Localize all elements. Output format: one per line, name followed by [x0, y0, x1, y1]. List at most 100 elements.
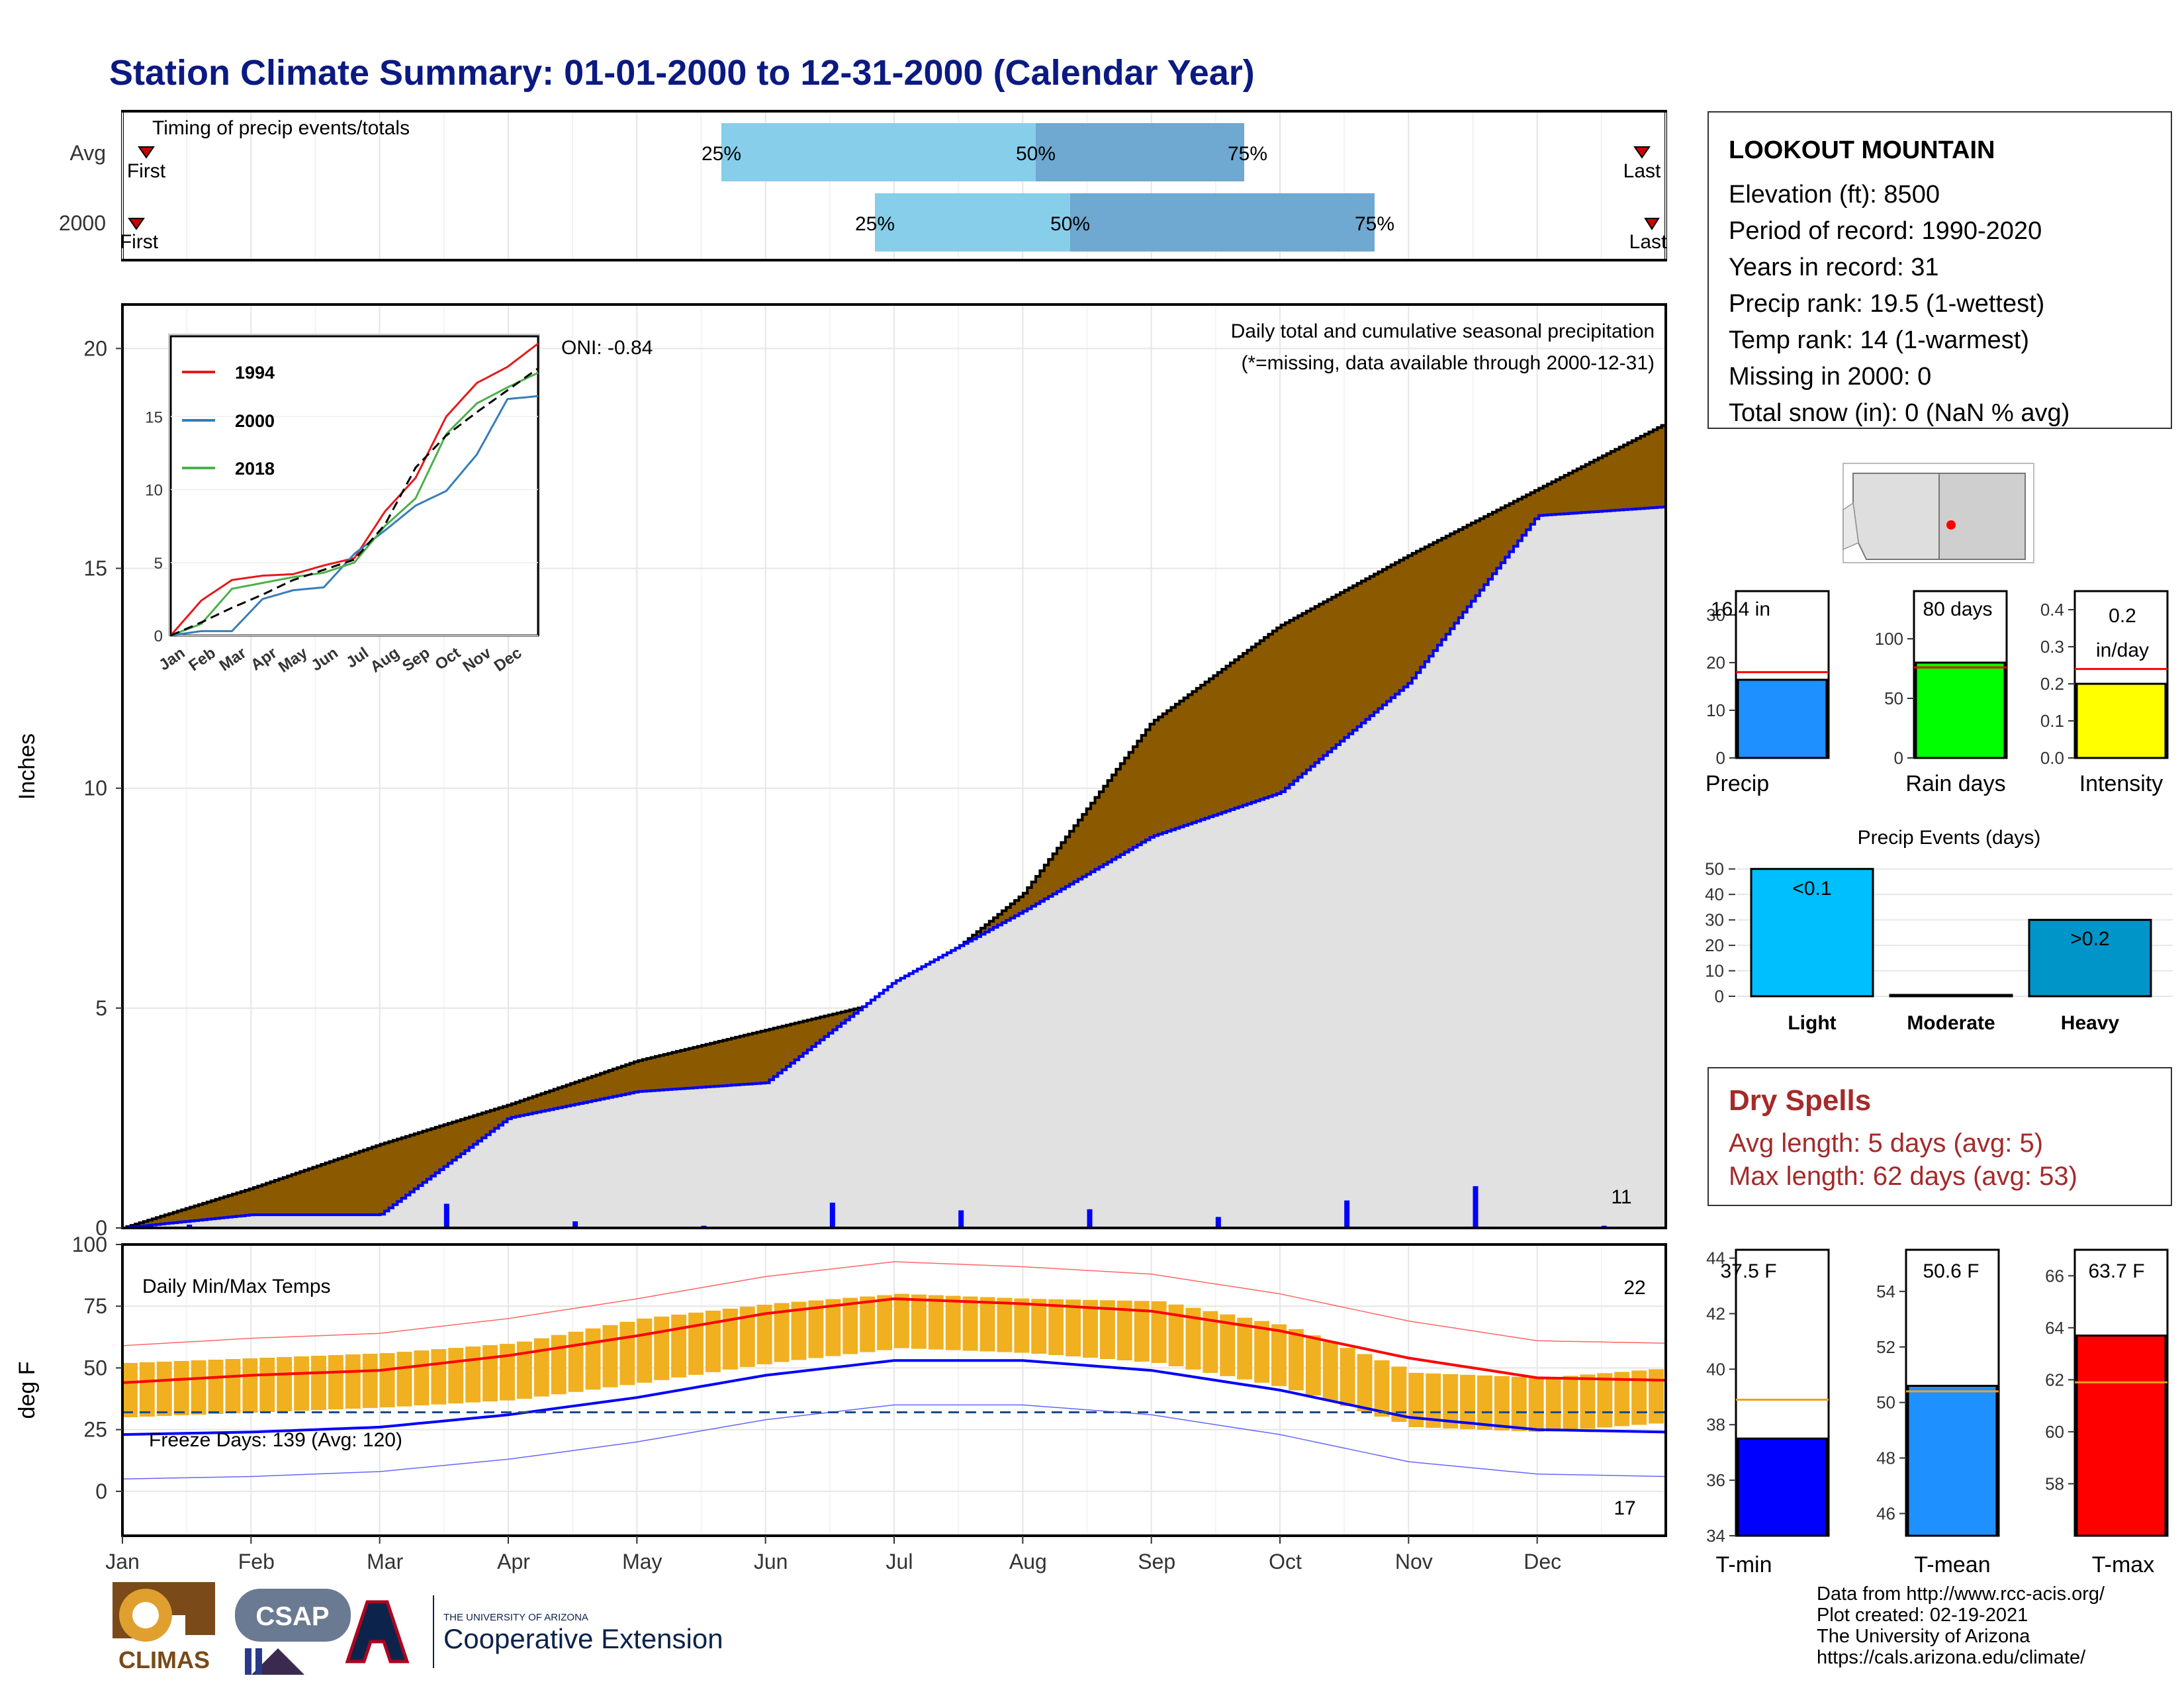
precip-panel-subtitle: (*=missing, data available through 2000-… — [1241, 352, 1655, 374]
ua-logo: THE UNIVERSITY OF ARIZONA Cooperative Ex… — [345, 1595, 723, 1668]
inset-line-2018 — [170, 371, 539, 637]
daily-temp-range-bar — [345, 1354, 361, 1409]
month-label: Sep — [1138, 1550, 1175, 1573]
daily-temp-range-bar — [791, 1301, 807, 1360]
daily-temp-range-bar — [860, 1296, 876, 1352]
daily-temp-range-bar — [1014, 1298, 1030, 1353]
daily-temp-range-bar — [1322, 1341, 1338, 1401]
raindays-bar-value: 80 days — [1923, 598, 1992, 620]
tmean-label: T-mean — [1914, 1552, 1990, 1577]
dry-spells-box: Dry Spells Avg length: 5 days (avg: 5) M… — [1707, 1067, 2172, 1206]
station-years: Years in record: 31 — [1729, 254, 1939, 281]
daily-temp-range-bar — [1203, 1311, 1218, 1373]
daily-temp-range-bar — [242, 1358, 258, 1413]
precip-events-chart: Precip Events (days) 0 10 20 30 40 50 Light M… — [1705, 827, 2173, 1034]
daily-temp-range-bar — [1099, 1300, 1115, 1360]
daily-temp-range-bar — [259, 1358, 275, 1413]
daily-temp-range-bar — [294, 1356, 310, 1411]
daily-temp-range-bar — [979, 1297, 995, 1352]
avg-last-label: Last — [1623, 160, 1661, 182]
daily-temp-range-bar — [1151, 1301, 1167, 1363]
daily-temp-range-bar — [722, 1308, 738, 1370]
month-label: May — [622, 1550, 662, 1573]
daily-temp-range-bar — [1580, 1374, 1596, 1429]
record-max-line — [122, 1261, 1666, 1346]
month-label: Dec — [1524, 1550, 1561, 1573]
temp-bar-tick-label: 58 — [2045, 1474, 2064, 1493]
daily-temp-range-bar — [585, 1328, 601, 1390]
avg-first-label: First — [127, 160, 166, 182]
daily-temp-range-bar — [1511, 1376, 1527, 1431]
yr-first-marker — [128, 218, 145, 230]
events-bar-light — [1750, 868, 1874, 998]
events-ytick-label: 30 — [1705, 910, 1724, 930]
daily-temp-range-bar — [1649, 1369, 1664, 1424]
daily-temp-range-bar — [1477, 1375, 1492, 1430]
tmean-value: 50.6 F — [1923, 1260, 1979, 1282]
legend-2000-label: 2000 — [235, 411, 275, 431]
station-precip-rank: Precip rank: 19.5 (1-wettest) — [1729, 290, 2045, 318]
yr-last-label: Last — [1629, 231, 1667, 253]
station-info-box: LOOKOUT MOUNTAIN Elevation (ft): 8500 Pe… — [1707, 111, 2172, 429]
precip-count-label: 11 — [1611, 1186, 1631, 1208]
credit-line-1: Data from http://www.rcc-acis.org/ — [1817, 1583, 2105, 1605]
events-ytick-label: 10 — [1705, 961, 1724, 981]
mini-bar-tick-label: 0.1 — [2040, 711, 2064, 731]
inset-line-2000 — [170, 395, 539, 637]
events-bar-heavy — [2028, 919, 2152, 998]
daily-temp-range-bar — [1048, 1299, 1064, 1356]
daily-temp-range-bar — [1460, 1374, 1475, 1429]
mini-bar-tick-label: 0.4 — [2040, 600, 2064, 620]
mini-bar-value — [1737, 679, 1828, 759]
month-label: Aug — [1009, 1550, 1047, 1573]
daily-temp-range-bar — [1254, 1321, 1270, 1383]
daily-temp-range-bar — [705, 1310, 721, 1372]
legend-1994-label: 1994 — [235, 363, 275, 383]
mini-bar-tick-label: 50 — [1884, 688, 1903, 708]
temp-ytick-label: 25 — [83, 1418, 107, 1442]
mini-bar-tick-label: 30 — [1706, 605, 1725, 625]
daily-temp-range-bar — [379, 1353, 395, 1408]
daily-precip-bar — [1344, 1200, 1350, 1228]
page-title: Station Climate Summary: 01-01-2000 to 1… — [109, 53, 1255, 93]
mini-bar-value — [2075, 682, 2167, 759]
daily-temp-range-bar — [1597, 1373, 1613, 1428]
temp-bar-value — [2075, 1335, 2167, 1537]
temp-ylabel: deg F — [15, 1362, 40, 1419]
daily-temp-range-bar — [1168, 1304, 1184, 1366]
daily-temp-range-bar — [654, 1316, 670, 1380]
yr-last-marker — [1644, 218, 1660, 230]
credit-line-3: The University of Arizona — [1817, 1626, 2030, 1647]
hot-count-label: 22 — [1623, 1277, 1645, 1299]
temp-bar-value — [1737, 1437, 1828, 1537]
station-snow: Total snow (in): 0 (NaN % avg) — [1729, 399, 2070, 427]
temp-bar-tick-label: 50 — [1876, 1393, 1895, 1413]
timing-panel: Timing of precip events/totals Avg 2000 … — [59, 110, 1667, 261]
daily-temp-range-bar — [671, 1314, 687, 1378]
month-label: Oct — [1269, 1550, 1302, 1573]
events-cat-light: Light — [1788, 1012, 1836, 1034]
credit-line-4: https://cals.arizona.edu/climate/ — [1817, 1647, 2086, 1668]
month-label: Nov — [1395, 1550, 1433, 1573]
temp-ytick-label: 100 — [72, 1233, 107, 1256]
mini-bar-value — [1915, 661, 2006, 759]
station-elevation: Elevation (ft): 8500 — [1729, 181, 1940, 209]
intensity-bar-label: Intensity — [2079, 771, 2163, 796]
daily-temp-range-bar — [739, 1306, 755, 1367]
daily-temp-range-bar — [139, 1362, 155, 1417]
mini-bar-tick-label: 0.0 — [2040, 748, 2064, 768]
daily-temp-range-bar — [500, 1344, 515, 1401]
month-label: Mar — [367, 1550, 403, 1573]
daily-temp-range-bar — [1031, 1299, 1047, 1354]
daily-temp-range-bar — [414, 1350, 430, 1406]
daily-temp-range-bar — [1288, 1329, 1304, 1391]
credit-line-2: Plot created: 02-19-2021 — [1817, 1605, 2028, 1626]
daily-precip-bar — [1087, 1209, 1093, 1228]
temp-bar-tick-label: 62 — [2045, 1370, 2064, 1389]
events-ytick-label: 0 — [1715, 986, 1724, 1006]
station-missing: Missing in 2000: 0 — [1729, 363, 1932, 391]
daily-temp-range-bar — [637, 1318, 653, 1383]
daily-temp-range-bar — [482, 1345, 498, 1402]
